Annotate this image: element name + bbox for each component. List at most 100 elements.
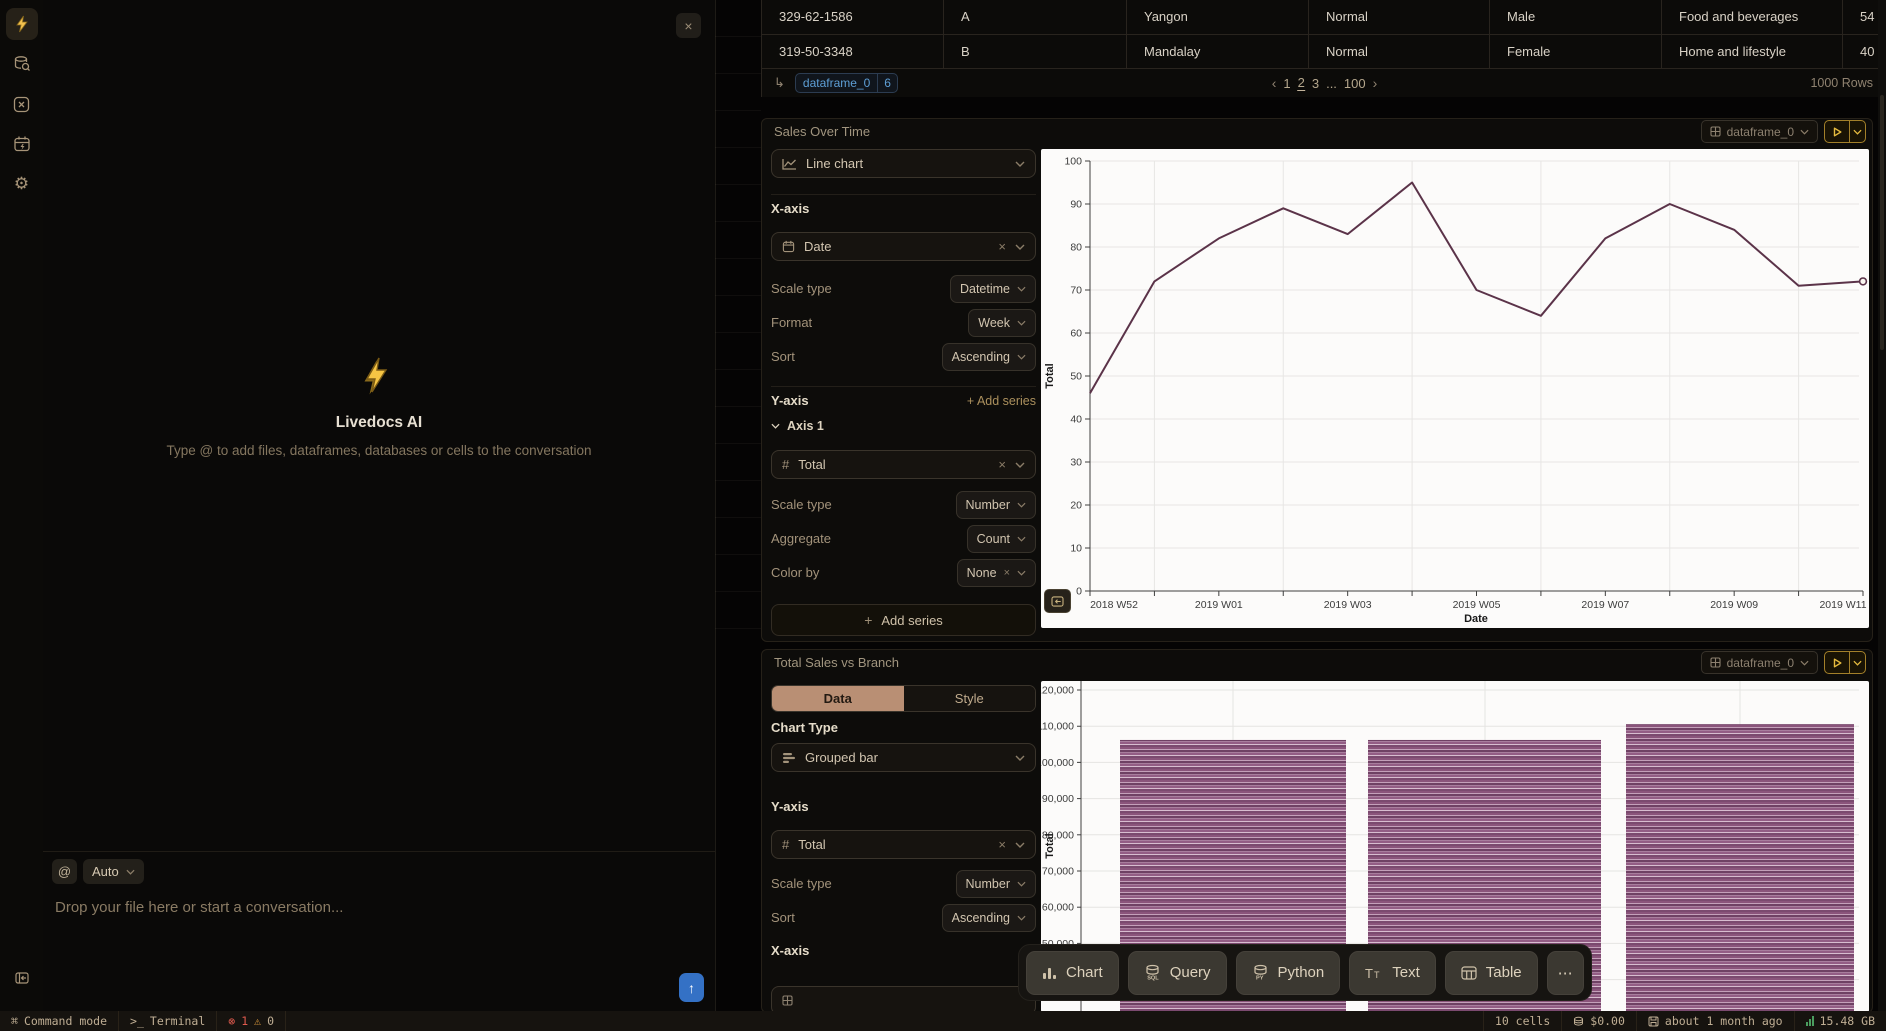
page-100[interactable]: 100	[1343, 75, 1366, 91]
x-format-dropdown[interactable]: Week	[968, 308, 1036, 337]
svg-text:60,000: 60,000	[1042, 902, 1074, 914]
add-series-button[interactable]: + Add series	[771, 604, 1036, 636]
table-row[interactable]: 319-50-3348 B Mandalay Normal Female Hom…	[762, 35, 1886, 69]
svg-text:80: 80	[1070, 242, 1082, 254]
chat-input[interactable]: Drop your file here or start a conversat…	[55, 899, 344, 916]
sort-label: Sort	[771, 910, 795, 925]
clear-field-icon[interactable]: ×	[998, 239, 1006, 254]
axis1-collapse[interactable]: Axis 1	[771, 419, 824, 433]
x-sort-dropdown[interactable]: Ascending	[941, 342, 1036, 371]
y-field-select[interactable]: # Total ×	[771, 830, 1036, 859]
clear-field-icon[interactable]: ×	[998, 837, 1006, 852]
close-icon[interactable]: ×	[676, 13, 701, 38]
y-sort-value: Ascending	[951, 910, 1010, 925]
insert-table-button[interactable]: Table	[1444, 950, 1538, 995]
run-cell-split-button[interactable]	[1824, 651, 1866, 674]
dataframe-badge[interactable]: dataframe_0 6	[794, 73, 898, 93]
last-saved-indicator[interactable]: about 1 month ago	[1635, 1011, 1794, 1031]
insert-chart-button[interactable]: Chart	[1026, 950, 1119, 995]
command-mode-label: Command mode	[23, 1014, 108, 1028]
mention-button[interactable]: @	[52, 859, 77, 884]
tab-data[interactable]: Data	[772, 686, 904, 711]
page-1[interactable]: 1	[1283, 75, 1291, 91]
scrollbar[interactable]	[1878, 0, 1886, 1011]
color-by-value: None	[966, 565, 997, 580]
variable-box-icon[interactable]	[6, 88, 38, 120]
page-3[interactable]: 3	[1311, 75, 1320, 91]
chevron-down-icon	[1015, 755, 1025, 761]
table-cell: Home and lifestyle	[1662, 35, 1843, 68]
insert-python-button[interactable]: PY Python	[1235, 950, 1341, 995]
gear-icon[interactable]: ⚙	[13, 174, 30, 193]
grid-icon	[1710, 657, 1721, 668]
send-button[interactable]: ↑	[679, 973, 704, 1002]
last-saved-label: about 1 month ago	[1664, 1014, 1783, 1028]
scrollbar-thumb[interactable]	[1880, 95, 1884, 350]
insert-query-button[interactable]: SQL Query	[1127, 950, 1227, 995]
clear-field-icon[interactable]: ×	[998, 457, 1006, 472]
number-field-icon: #	[782, 457, 790, 472]
svg-text:30: 30	[1070, 457, 1082, 469]
add-series-link[interactable]: + Add series	[966, 393, 1036, 408]
line-chart-icon	[782, 158, 796, 170]
run-options-chevron[interactable]	[1849, 652, 1865, 673]
play-icon[interactable]	[1825, 652, 1849, 673]
terminal-button[interactable]: >_ Terminal	[119, 1011, 218, 1031]
next-page-button[interactable]: ›	[1372, 75, 1378, 91]
scale-type-label: Scale type	[771, 876, 832, 891]
calendar-bolt-icon[interactable]	[6, 128, 38, 160]
table-cell: Yangon	[1127, 0, 1309, 34]
table-cell: 329-62-1586	[762, 0, 944, 34]
problems-indicator[interactable]: ⊗ 1 ⚠ 0	[217, 1011, 287, 1031]
chart-type-select[interactable]: Line chart	[771, 149, 1036, 178]
table-row[interactable]: 329-62-1586 A Yangon Normal Male Food an…	[762, 0, 1886, 35]
collapse-panel-icon[interactable]	[10, 966, 34, 990]
chart-type-select[interactable]: Grouped bar	[771, 743, 1036, 772]
error-icon: ⊗	[228, 1014, 236, 1028]
more-cells-button[interactable]: ⋯	[1546, 950, 1584, 995]
model-mode-select[interactable]: Auto	[83, 859, 144, 884]
collapse-config-icon[interactable]	[1044, 589, 1071, 613]
cell-title: Sales Over Time	[774, 124, 871, 139]
prev-page-button[interactable]: ‹	[1271, 75, 1277, 91]
cost-indicator[interactable]: $0.00	[1561, 1011, 1636, 1031]
svg-text:20: 20	[1070, 500, 1082, 512]
run-options-chevron[interactable]	[1849, 121, 1865, 142]
cell-header: Total Sales vs Branch dataframe_0	[762, 650, 1872, 675]
x-field-select[interactable]: Date ×	[771, 232, 1036, 261]
status-bar: ⌘ Command mode >_ Terminal ⊗ 1 ⚠ 0 10 ce…	[0, 1011, 1886, 1031]
svg-text:0: 0	[1076, 586, 1082, 598]
pointer-icon: ↳	[774, 75, 785, 90]
color-by-dropdown[interactable]: None ×	[956, 558, 1036, 587]
command-mode-indicator[interactable]: ⌘ Command mode	[0, 1011, 120, 1031]
dataframe-select[interactable]: dataframe_0	[1700, 120, 1818, 143]
aggregate-dropdown[interactable]: Count	[966, 524, 1036, 553]
line-chart[interactable]: 0 10 20 30 40 50 60 70 80 90 100 2018 W52 2019 W01 20…	[1041, 149, 1869, 628]
svg-text:110,000: 110,000	[1041, 721, 1074, 733]
clear-field-icon[interactable]: ×	[1003, 566, 1010, 579]
x-scale-dropdown[interactable]: Datetime	[949, 274, 1036, 303]
page-2-current[interactable]: 2	[1297, 75, 1305, 91]
y-sort-dropdown[interactable]: Ascending	[941, 903, 1036, 932]
dataframe-name: dataframe_0	[794, 73, 879, 93]
dataframe-select[interactable]: dataframe_0	[1700, 651, 1818, 674]
error-count: 1	[241, 1014, 249, 1028]
play-icon[interactable]	[1825, 121, 1849, 142]
y-scale-dropdown[interactable]: Number	[955, 490, 1036, 519]
pagination: ‹ 1 2 3 ... 100 ›	[1271, 75, 1378, 91]
tab-style[interactable]: Style	[903, 686, 1035, 711]
run-cell-split-button[interactable]	[1824, 120, 1866, 143]
y-field-select[interactable]: # Total ×	[771, 450, 1036, 479]
x-field-select[interactable]	[771, 986, 1036, 1012]
lightning-icon[interactable]	[5, 8, 38, 40]
svg-text:Total: Total	[1044, 833, 1056, 858]
table-cell: Normal	[1309, 0, 1490, 34]
y-scale-dropdown[interactable]: Number	[955, 869, 1036, 898]
database-search-icon[interactable]	[6, 48, 38, 80]
memory-indicator[interactable]: 15.48 GB	[1793, 1011, 1886, 1031]
terminal-icon: >_	[130, 1014, 144, 1028]
x-sort-value: Ascending	[951, 349, 1010, 364]
